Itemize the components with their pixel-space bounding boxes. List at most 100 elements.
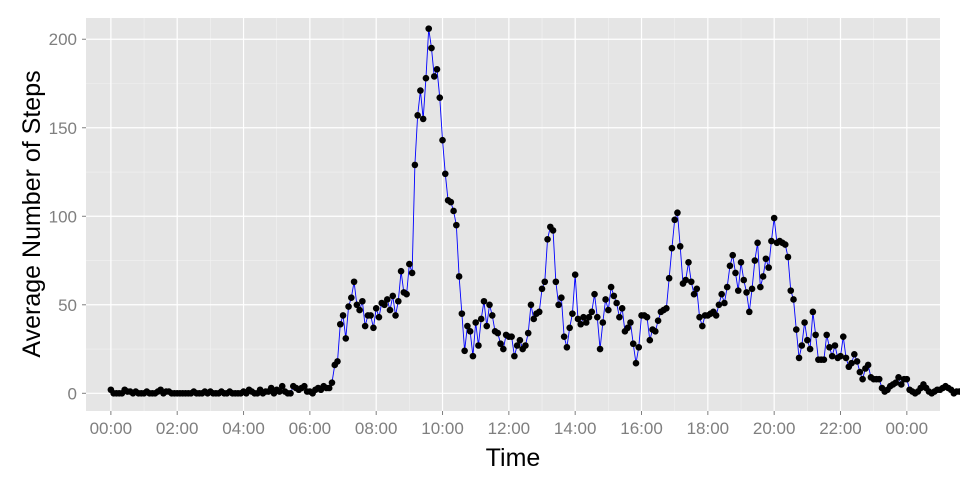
x-tick-label: 00:00 [886,419,929,438]
y-tick-label: 100 [49,207,77,226]
data-point [555,301,562,309]
data-point [325,384,333,392]
data-point [375,313,383,321]
y-tick-label: 150 [49,119,77,138]
data-point [721,299,728,307]
data-point [629,340,637,348]
data-point [458,310,466,317]
data-point [464,322,471,330]
data-point [453,221,460,229]
data-point [419,115,427,123]
data-point [560,333,568,340]
data-point [734,287,742,294]
x-tick-label: 22:00 [819,419,862,438]
data-point [864,361,872,369]
data-point [552,278,560,286]
data-point [425,25,433,32]
data-point [381,301,388,309]
data-point [466,328,474,335]
data-point [563,343,571,351]
data-point [538,285,546,293]
data-point [610,292,618,300]
data-point [566,324,573,332]
data-point [676,243,684,250]
data-point [278,382,286,390]
data-point [430,73,438,80]
data-point [759,273,767,280]
data-point [663,305,670,312]
x-tick-label: 20:00 [753,419,796,438]
data-point [616,313,623,321]
data-point [488,312,496,319]
data-point [859,375,866,383]
data-point [475,342,482,349]
data-point [389,292,397,300]
data-point [422,74,430,82]
data-point [652,328,659,335]
data-point [558,294,565,302]
data-point [596,345,604,353]
data-point [580,313,587,321]
major-gridlines [86,18,940,411]
data-point [428,44,435,52]
x-tick-label: 18:00 [687,419,730,438]
data-point [361,322,369,330]
data-point [350,278,358,286]
data-point [726,262,734,270]
data-point [411,161,419,169]
data-point [483,322,491,330]
data-point [842,354,850,362]
x-tick-label: 02:00 [156,419,199,438]
data-point [353,301,361,309]
data-point [585,313,593,321]
data-point [530,315,538,323]
data-point [737,259,745,266]
data-point [541,278,549,286]
data-point [848,359,855,367]
data-point [820,356,828,363]
data-point [751,257,759,264]
data-point [768,237,775,245]
data-point [746,308,753,316]
data-point [356,306,363,314]
data-point [582,319,590,326]
x-tick-label: 16:00 [620,419,663,438]
data-point [469,352,477,360]
data-point [757,283,764,291]
data-point [765,264,772,271]
data-point [690,290,698,298]
data-point [339,312,347,319]
data-point [588,308,596,316]
data-point [798,342,806,349]
data-point [812,331,819,339]
data-point [571,271,579,278]
data-point [627,319,634,326]
data-point [806,345,814,353]
data-point [433,66,441,73]
series-point-group [107,25,960,397]
data-point [632,359,640,367]
data-point [784,253,792,261]
data-point [383,296,391,303]
data-point [577,320,585,328]
data-point [762,255,770,263]
data-point [549,227,557,234]
data-point [267,384,275,392]
data-point [593,313,601,321]
data-point [408,269,416,277]
data-point [723,283,731,291]
data-point [569,310,576,317]
data-point [607,283,615,291]
data-point [524,329,532,337]
data-point [605,306,612,314]
data-point [895,374,902,381]
data-point [790,296,797,303]
data-point [898,381,905,388]
data-point [480,297,488,305]
data-point [497,340,504,348]
data-point [956,388,960,395]
data-point [696,313,703,321]
data-point [287,390,294,397]
data-point [447,198,455,206]
